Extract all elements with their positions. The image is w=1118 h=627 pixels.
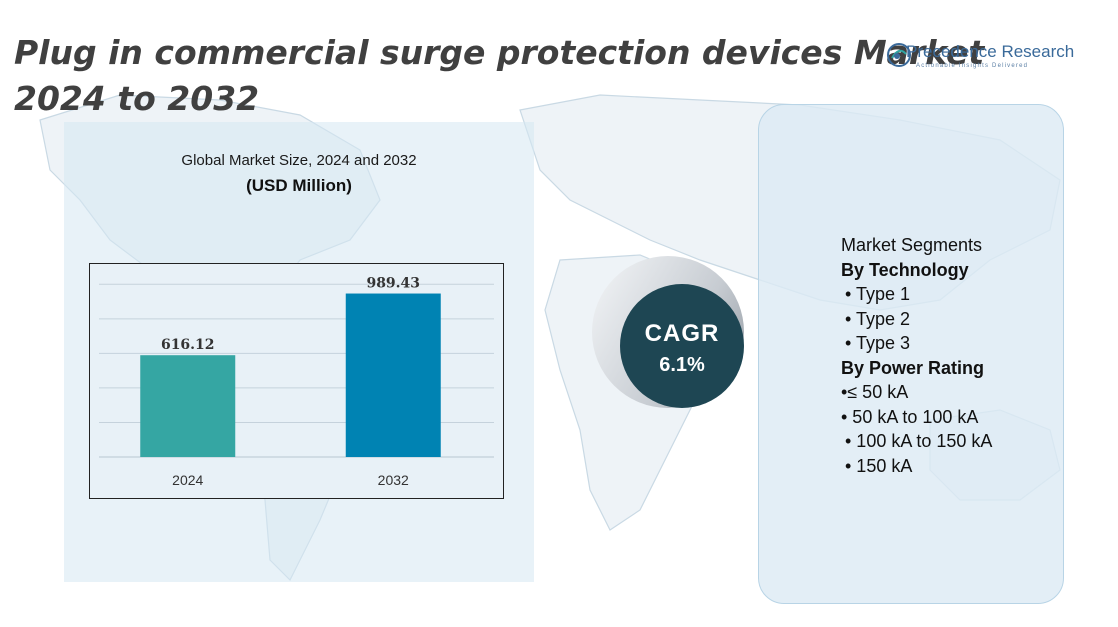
segments-heading: Market Segments — [841, 235, 983, 255]
company-logo: Precedence Research Actionable Insights … — [886, 40, 1086, 76]
cagr-value: 6.1% — [659, 354, 705, 376]
chart-title: Global Market Size, 2024 and 2032 — [181, 152, 417, 169]
page-title: Plug in commercial surge protection devi… — [14, 33, 985, 118]
segments-panel — [758, 104, 1064, 604]
segment-item: • Type 2 — [845, 308, 911, 329]
cagr-label: CAGR — [644, 320, 720, 347]
segment-item: • Type 3 — [845, 333, 911, 353]
segment-group-title: By Technology — [841, 259, 969, 280]
data-label-2032: 989.43 — [366, 276, 420, 292]
bar-2032 — [345, 293, 441, 457]
segment-item: •≤ 50 kA — [841, 382, 909, 402]
bar-2024 — [140, 355, 236, 457]
segments-list: Market Segments By Technology • Type 1 •… — [841, 233, 992, 478]
bar-chart: 616.12 2024 989.43 2032 — [89, 263, 504, 499]
segment-item: • Type 1 — [845, 284, 911, 304]
cagr-badge: CAGR 6.1% — [620, 284, 744, 408]
segment-group-title: By Power Rating — [841, 357, 985, 378]
data-label-2024: 616.12 — [161, 337, 215, 353]
tick-label-2024: 2024 — [172, 472, 203, 488]
segment-item: • 100 kA to 150 kA — [845, 431, 993, 451]
tick-label-2032: 2032 — [378, 472, 409, 488]
logo-globe-icon — [887, 43, 911, 67]
logo-name: Precedence Research — [906, 42, 1075, 61]
segment-item: • 50 kA to 100 kA — [841, 406, 979, 427]
chart-unit: (USD Million) — [246, 176, 352, 195]
segment-item: • 150 kA — [845, 455, 913, 476]
logo-tagline: Actionable Insights Delivered — [916, 63, 1029, 69]
